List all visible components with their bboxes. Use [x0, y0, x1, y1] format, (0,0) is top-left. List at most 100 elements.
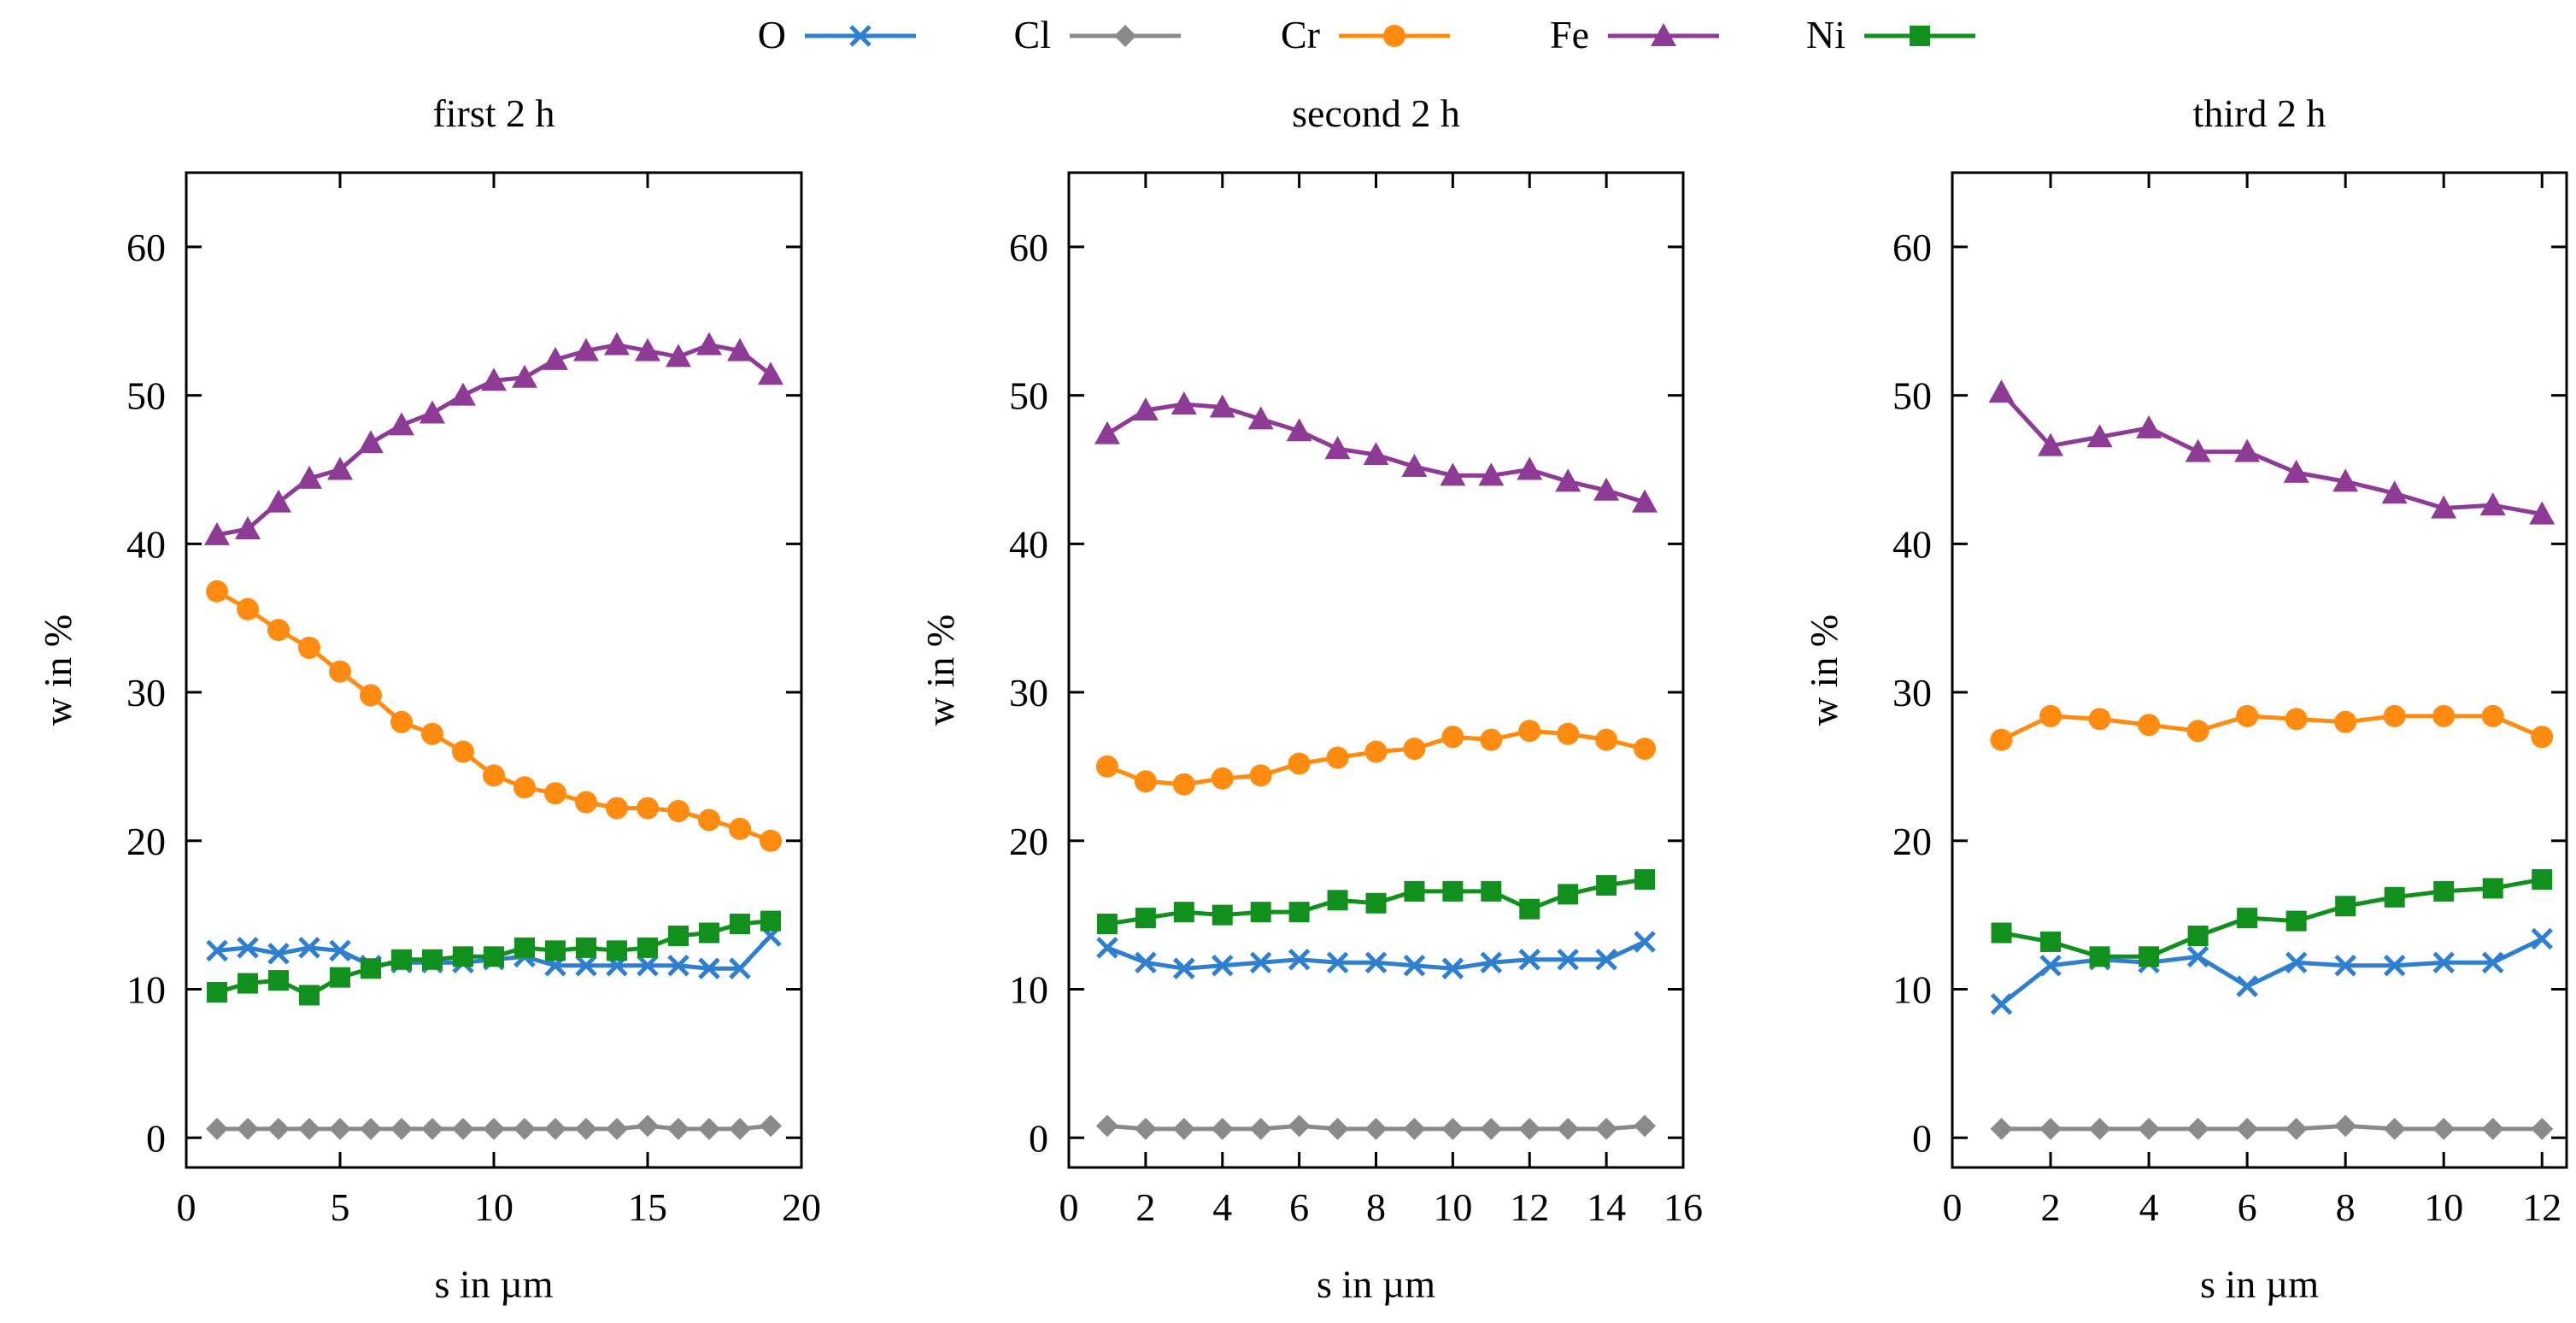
- data-point-cr: [1288, 752, 1311, 775]
- data-point-cr: [1249, 764, 1272, 787]
- data-point-ni: [2482, 878, 2503, 899]
- data-point-cl: [1441, 1117, 1464, 1140]
- data-point-ni: [207, 981, 227, 1003]
- data-point-ni: [1327, 890, 1348, 911]
- data-point-fe: [296, 465, 322, 489]
- data-point-ni: [760, 910, 781, 932]
- y-tick-label: 50: [1892, 374, 1932, 418]
- data-point-cl: [298, 1117, 320, 1140]
- panel-1: first 2 h 0 10 20 30 40 50 60 0 5 10 15 20 s in µm w i…: [36, 91, 821, 1306]
- data-point-fe: [512, 364, 537, 388]
- data-point-fe: [204, 521, 230, 545]
- x-tick-label: 10: [474, 1185, 513, 1229]
- data-point-ni: [2384, 886, 2405, 908]
- data-point-fe: [1632, 489, 1658, 513]
- data-point-fe: [420, 400, 445, 424]
- legend-label-ni: Ni: [1806, 13, 1845, 56]
- y-axis-label: w in %: [918, 614, 962, 726]
- data-point-cl: [1288, 1114, 1311, 1138]
- data-point-o: [1403, 954, 1426, 977]
- x-tick-label: 12: [1510, 1185, 1549, 1229]
- data-point-o: [2186, 945, 2209, 968]
- y-tick-label: 40: [1892, 522, 1932, 566]
- data-point-ni: [668, 925, 689, 946]
- y-tick-label: 60: [1009, 226, 1048, 269]
- data-point-o: [1173, 957, 1195, 979]
- legend-marker-fe: [1651, 23, 1676, 46]
- x-axis-label: s in µm: [435, 1262, 554, 1306]
- data-point-ni: [1481, 880, 1502, 902]
- data-point-cl: [1172, 1117, 1195, 1140]
- data-point-ni: [2433, 880, 2455, 902]
- data-point-fe: [2234, 438, 2261, 462]
- legend-entry-o: O: [758, 13, 916, 56]
- data-point-ni: [268, 970, 289, 991]
- legend-entry-cl: Cl: [1014, 13, 1181, 56]
- data-point-cl: [1634, 1114, 1657, 1138]
- data-point-fe: [1593, 477, 1620, 501]
- data-point-ni: [730, 914, 750, 935]
- y-axis-label: w in %: [1802, 614, 1845, 726]
- data-point-cl: [329, 1117, 351, 1140]
- data-point-fe: [2086, 424, 2113, 448]
- legend-label-cl: Cl: [1014, 13, 1051, 56]
- panel-3: third 2 h 0 10 20 30 40 50 60 0 2 4 6 8 10 12 s in µm w …: [1802, 91, 2568, 1306]
- data-point-cr: [544, 782, 566, 805]
- x-tick-label: 4: [1212, 1185, 1232, 1229]
- data-point-ni: [1404, 880, 1425, 902]
- series-ni: [207, 910, 781, 1006]
- data-point-cr: [237, 597, 259, 620]
- x-tick-label: 20: [782, 1185, 821, 1229]
- data-point-o: [2531, 927, 2554, 950]
- y-tick-label: 60: [1892, 226, 1932, 269]
- x-tick-label: 6: [1289, 1185, 1309, 1229]
- data-point-ni: [1096, 914, 1118, 935]
- data-point-cl: [698, 1117, 720, 1140]
- series-o: [1096, 931, 1656, 979]
- data-point-ni: [1634, 868, 1656, 890]
- data-point-cl: [452, 1117, 474, 1140]
- data-point-o: [1990, 993, 2013, 1015]
- x-tick-label: 2: [2041, 1185, 2061, 1229]
- data-point-cr: [637, 797, 659, 820]
- x-tick-label: 12: [2522, 1185, 2561, 1229]
- data-point-cr: [760, 829, 782, 852]
- data-point-ni: [637, 937, 658, 958]
- data-point-o: [575, 954, 597, 977]
- data-point-cr: [1480, 728, 1503, 751]
- chart-title: third 2 h: [2193, 91, 2327, 135]
- data-point-ni: [1250, 902, 1271, 923]
- data-point-ni: [1442, 880, 1464, 902]
- data-point-cl: [2334, 1114, 2357, 1138]
- y-tick-label: 20: [1009, 820, 1048, 863]
- legend-entry-cr: Cr: [1281, 13, 1450, 56]
- data-point-ni: [2286, 910, 2307, 932]
- data-point-cr: [2186, 720, 2209, 743]
- series-cl: [206, 1114, 782, 1140]
- data-point-ni: [330, 967, 350, 988]
- data-point-ni: [1558, 884, 1579, 905]
- data-point-o: [1211, 954, 1234, 977]
- data-point-fe: [1286, 418, 1312, 442]
- x-tick-label: 4: [2139, 1185, 2159, 1229]
- data-point-fe: [1988, 379, 2015, 403]
- data-point-fe: [2038, 432, 2064, 456]
- data-point-o: [237, 937, 259, 959]
- data-point-cl: [1990, 1117, 2013, 1140]
- series-fe: [1988, 379, 2555, 525]
- data-point-ni: [2237, 908, 2258, 929]
- data-point-cr: [2236, 704, 2259, 727]
- data-point-cr: [1134, 770, 1157, 793]
- data-point-fe: [1517, 456, 1543, 480]
- data-point-cr: [2383, 704, 2406, 727]
- y-tick-label: 0: [1029, 1116, 1048, 1160]
- data-point-ni: [1288, 902, 1310, 923]
- data-point-cl: [360, 1117, 382, 1140]
- data-point-fe: [2283, 459, 2309, 483]
- y-tick-label: 60: [126, 226, 166, 269]
- data-point-o: [1326, 951, 1349, 974]
- data-point-cr: [698, 808, 720, 832]
- data-point-cl: [1518, 1117, 1541, 1140]
- data-point-o: [206, 939, 228, 962]
